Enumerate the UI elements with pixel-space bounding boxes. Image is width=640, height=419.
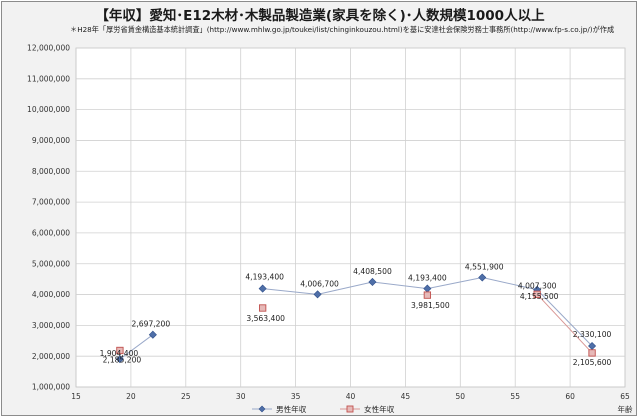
female-data-label: 2,185,200 — [103, 355, 142, 364]
male-data-label: 4,408,500 — [353, 267, 392, 276]
legend-male-label: 男性年収 — [276, 404, 307, 414]
female-point-marker — [588, 349, 596, 357]
female-point-marker — [423, 291, 432, 299]
y-tick-label: 6,000,000 — [32, 229, 70, 238]
male-series-line — [482, 277, 538, 291]
male-point-marker — [115, 355, 124, 364]
male-data-label: 4,155,500 — [520, 292, 559, 301]
male-point-marker — [368, 277, 377, 286]
x-tick-label: 15 — [71, 392, 81, 401]
legend-female-marker — [346, 405, 354, 413]
female-data-label: 2,105,600 — [573, 358, 612, 367]
male-point-marker — [313, 290, 322, 299]
male-data-label: 4,193,400 — [408, 274, 447, 283]
legend-male-marker — [258, 405, 266, 413]
male-series-line — [372, 281, 428, 290]
y-tick-label: 11,000,000 — [27, 74, 70, 83]
male-data-label: 2,697,200 — [132, 320, 171, 329]
legend-female-label: 女性年収 — [364, 404, 395, 414]
male-series-line — [262, 288, 318, 295]
male-series-line — [317, 281, 373, 295]
y-tick-label: 5,000,000 — [32, 259, 70, 268]
female-data-label: 3,981,500 — [411, 301, 450, 310]
x-axis-label: 年齢 — [618, 404, 633, 414]
x-tick-label: 25 — [181, 392, 191, 401]
chart-title: 【年収】愛知･E12木材･木製品製造業(家具を除く)･人数規模1000人以上 — [95, 8, 545, 24]
x-tick-label: 60 — [565, 392, 575, 401]
x-tick-label: 50 — [456, 392, 466, 401]
y-tick-label: 9,000,000 — [32, 136, 70, 145]
x-tick-label: 20 — [126, 392, 136, 401]
female-point-marker — [116, 346, 124, 355]
female-point-marker — [259, 304, 267, 312]
y-tick-label: 4,000,000 — [32, 290, 70, 299]
chart-source-note: ＊H28年「厚労省賃金構造基本統計調査」(http://www.mhlw.go.… — [70, 25, 615, 34]
x-tick-label: 35 — [291, 392, 301, 401]
female-data-label: 4,007,300 — [518, 281, 557, 290]
female-point-marker — [533, 290, 541, 298]
male-data-label: 4,006,700 — [300, 279, 339, 288]
male-data-label: 4,551,900 — [465, 263, 504, 272]
female-series-line — [536, 293, 593, 354]
y-tick-label: 1,000,000 — [32, 383, 70, 392]
male-data-label: 4,193,400 — [245, 273, 284, 282]
x-tick-label: 65 — [620, 392, 630, 401]
male-series-line — [427, 277, 483, 290]
male-point-marker — [258, 284, 267, 293]
y-tick-label: 2,000,000 — [32, 352, 70, 361]
y-tick-label: 10,000,000 — [27, 105, 70, 114]
male-data-label: 2,330,100 — [573, 330, 612, 339]
y-tick-label: 8,000,000 — [32, 167, 70, 176]
male-point-marker — [148, 330, 157, 339]
y-tick-label: 3,000,000 — [32, 321, 70, 330]
male-point-marker — [478, 273, 487, 282]
x-tick-label: 30 — [236, 392, 246, 401]
x-tick-label: 45 — [401, 392, 411, 401]
male-series-line — [536, 289, 593, 347]
y-tick-label: 12,000,000 — [27, 44, 70, 53]
x-tick-label: 40 — [346, 392, 356, 401]
female-data-label: 3,563,400 — [246, 314, 285, 323]
x-tick-label: 55 — [510, 392, 520, 401]
male-data-label: 1,904,400 — [100, 349, 139, 358]
y-tick-label: 7,000,000 — [32, 198, 70, 207]
male-series-line — [119, 334, 154, 360]
